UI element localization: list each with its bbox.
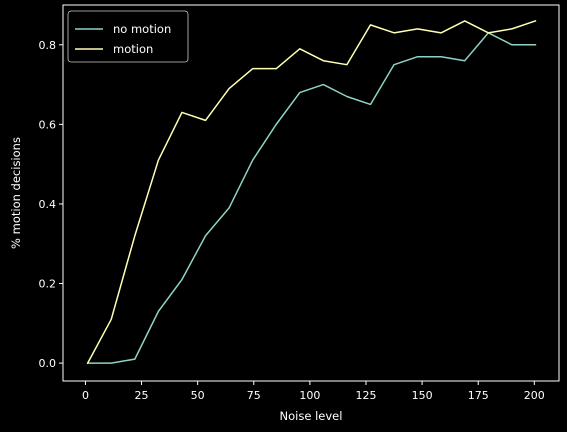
- x-tick-label: 75: [247, 389, 261, 402]
- y-tick-label: 0.6: [39, 118, 57, 131]
- legend-label-motion: motion: [113, 42, 153, 56]
- x-tick-label: 150: [412, 389, 433, 402]
- x-axis-label: Noise level: [280, 409, 343, 423]
- legend-label-no-motion: no motion: [113, 22, 171, 36]
- x-tick-label: 175: [468, 389, 489, 402]
- x-tick-label: 25: [135, 389, 149, 402]
- y-axis-ticks: 0.0 0.2 0.4 0.6 0.8: [39, 39, 63, 370]
- y-tick-label: 0.2: [39, 278, 57, 291]
- y-tick-label: 0.8: [39, 39, 57, 52]
- x-tick-label: 125: [355, 389, 376, 402]
- y-tick-label: 0.0: [39, 357, 57, 370]
- x-tick-label: 100: [299, 389, 320, 402]
- y-axis-label: % motion decisions: [9, 137, 23, 249]
- series-line-motion: [86, 19, 537, 365]
- x-axis-ticks: 0 25 50 75 100 125 150 175 200: [82, 381, 545, 402]
- x-tick-label: 0: [82, 389, 89, 402]
- series-layer: [86, 19, 537, 365]
- legend: no motion motion: [67, 10, 189, 63]
- x-tick-label: 50: [191, 389, 205, 402]
- plot-frame: [62, 4, 560, 382]
- series-line-no-motion: [86, 32, 537, 364]
- x-tick-label: 200: [524, 389, 545, 402]
- y-tick-label: 0.4: [39, 198, 57, 211]
